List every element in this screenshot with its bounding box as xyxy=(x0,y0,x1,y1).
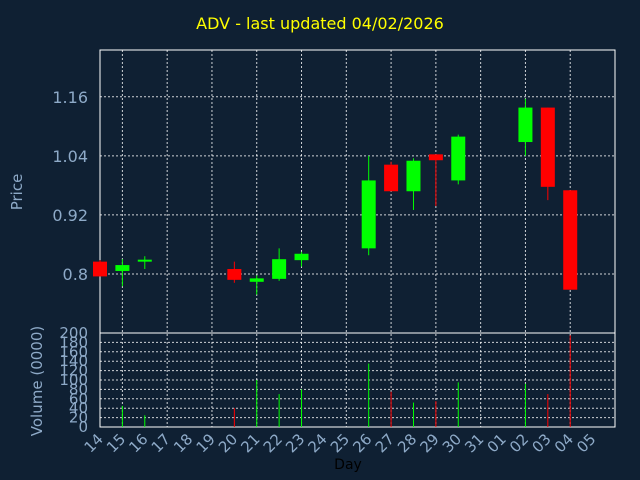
volume-tick-label: 20 xyxy=(69,409,88,427)
volume-tick-label: 60 xyxy=(69,390,88,408)
candle-body xyxy=(227,269,242,280)
volume-tick-label: 0 xyxy=(78,418,88,436)
candle-body xyxy=(518,107,533,143)
candle-body xyxy=(294,253,309,261)
volume-tick-label: 200 xyxy=(59,324,88,342)
x-axis-label: Day xyxy=(334,457,362,473)
volume-tick-label: 140 xyxy=(59,352,88,370)
candle-body xyxy=(540,107,555,187)
candle-body xyxy=(406,160,421,192)
candle-body xyxy=(115,265,130,271)
volume-tick-label: 100 xyxy=(59,371,88,389)
x-tick-label: 05 xyxy=(573,430,599,456)
candle-body xyxy=(563,190,578,290)
candle-body xyxy=(361,180,376,249)
volume-tick-label: 180 xyxy=(59,333,88,351)
volume-tick-label: 80 xyxy=(69,380,88,398)
price-tick-label: 0.8 xyxy=(63,265,88,284)
price-tick-label: 1.04 xyxy=(52,147,88,166)
candle-body xyxy=(137,259,152,262)
candle-body xyxy=(428,154,443,161)
candle-body xyxy=(249,278,264,282)
volume-tick-label: 40 xyxy=(69,399,88,417)
price-tick-label: 1.16 xyxy=(52,88,88,107)
candle-body xyxy=(384,164,399,192)
candle-body xyxy=(272,259,287,279)
volume-tick-label: 120 xyxy=(59,362,88,380)
chart-title: ADV - last updated 04/02/2026 xyxy=(196,14,444,33)
candle-body xyxy=(451,136,466,181)
candle-body xyxy=(93,261,107,277)
volume-tick-label: 160 xyxy=(59,343,88,361)
price-tick-label: 0.92 xyxy=(52,206,88,225)
price-panel-frame xyxy=(99,49,616,334)
